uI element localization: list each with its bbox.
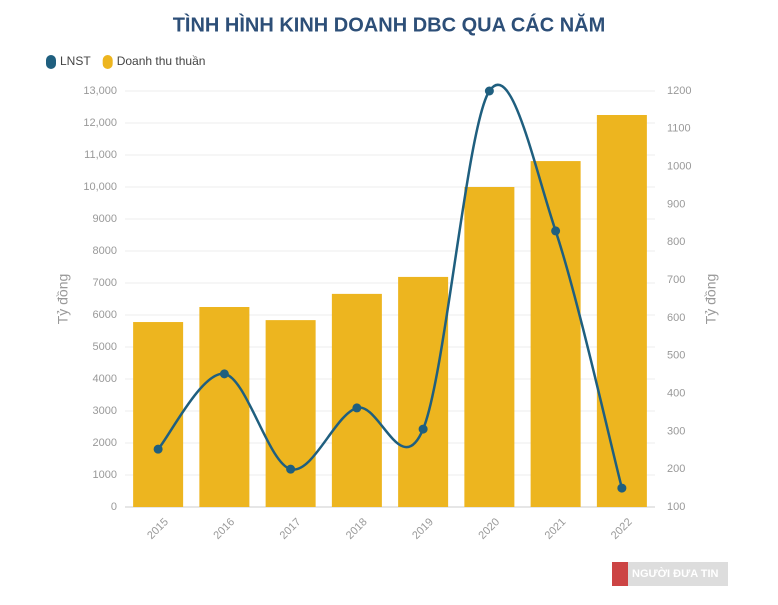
y2-tick-label: 900 — [667, 198, 685, 210]
y2-tick-label: 300 — [667, 425, 685, 437]
y-tick-label: 12,000 — [83, 117, 117, 129]
y-axis-title: Tỷ đồng — [55, 274, 71, 325]
bar — [331, 293, 382, 507]
watermark: NGƯỜI ĐƯA TIN — [632, 567, 719, 580]
y2-tick-label: 1000 — [667, 161, 691, 173]
x-tick-label: 2018 — [344, 516, 370, 542]
y-tick-label: 10,000 — [83, 181, 117, 193]
x-tick-label: 2021 — [543, 516, 569, 542]
y-tick-label: 5000 — [93, 341, 117, 353]
y-tick-label: 1000 — [93, 469, 117, 481]
point — [286, 464, 296, 474]
y2-tick-label: 500 — [667, 350, 685, 362]
legend-label: Doanh thu thuần — [117, 54, 206, 68]
y2-axis-title: Tỷ đồng — [703, 274, 719, 325]
x-tick-label: 2022 — [609, 516, 635, 542]
y2-tick-label: 1200 — [667, 85, 691, 97]
point — [153, 444, 163, 454]
point — [551, 226, 561, 236]
bar — [398, 276, 449, 507]
legend-swatch — [102, 55, 113, 69]
watermark-logo — [612, 562, 628, 586]
y2-tick-label: 600 — [667, 312, 685, 324]
bar — [596, 115, 647, 507]
point — [219, 369, 229, 379]
x-tick-label: 2019 — [410, 516, 436, 542]
x-tick-label: 2016 — [211, 516, 237, 542]
bar — [199, 307, 250, 507]
chart-title: TÌNH HÌNH KINH DOANH DBC QUA CÁC NĂM — [173, 13, 606, 36]
y-tick-label: 2000 — [93, 437, 117, 449]
y2-tick-label: 200 — [667, 463, 685, 475]
y2-tick-label: 700 — [667, 274, 685, 286]
y-tick-label: 8000 — [93, 245, 117, 257]
x-tick-label: 2017 — [278, 516, 304, 542]
bar — [133, 322, 184, 507]
y-tick-label: 7000 — [93, 277, 117, 289]
y-tick-label: 3000 — [93, 405, 117, 417]
y-tick-label: 4000 — [93, 373, 117, 385]
point — [352, 403, 362, 413]
bar — [464, 187, 515, 507]
y-tick-label: 0 — [111, 501, 117, 513]
point — [418, 424, 428, 434]
legend-label: LNST — [60, 54, 91, 68]
x-tick-label: 2020 — [476, 516, 502, 542]
legend-swatch — [46, 55, 56, 69]
y2-tick-label: 1100 — [667, 123, 691, 135]
y2-tick-label: 800 — [667, 236, 685, 248]
watermark-box — [612, 562, 728, 586]
y-tick-label: 11,000 — [84, 149, 117, 161]
x-tick-label: 2015 — [145, 516, 171, 542]
point — [484, 86, 494, 96]
point — [617, 483, 627, 493]
y-tick-label: 9000 — [93, 213, 117, 225]
y-tick-label: 6000 — [93, 309, 117, 321]
y2-tick-label: 400 — [667, 387, 685, 399]
y-tick-label: 13,000 — [83, 85, 117, 97]
y2-tick-label: 100 — [667, 501, 685, 513]
bar — [530, 161, 581, 507]
bar — [265, 320, 316, 507]
